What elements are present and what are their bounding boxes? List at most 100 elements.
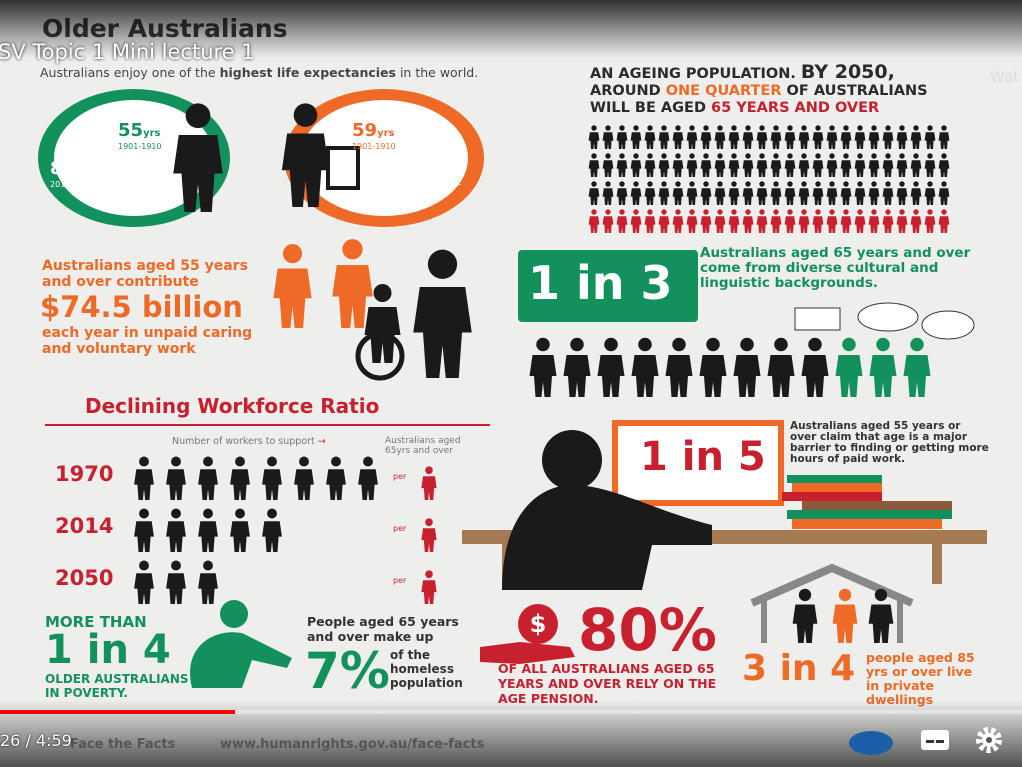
text: Number of workers to support (172, 436, 315, 447)
person-icon (672, 153, 684, 177)
subtitle-text: Australians enjoy one of the (40, 65, 220, 80)
pension-hand: $ (480, 604, 575, 664)
person-icon (686, 125, 698, 149)
age: 55 (118, 120, 144, 141)
settings-button[interactable] (976, 727, 1002, 753)
person-icon (896, 153, 908, 177)
person-icon (770, 209, 782, 233)
unit: yrs (75, 166, 93, 177)
watch-later[interactable]: Wat (990, 68, 1019, 86)
person-icon (826, 181, 838, 205)
person-icon (840, 181, 852, 205)
dwellings-text: people aged 85 yrs or over live in priva… (866, 650, 975, 707)
person-icon (868, 181, 880, 205)
person-icon (938, 125, 950, 149)
person-icon (798, 125, 810, 149)
person-icon (728, 125, 740, 149)
person-icon (728, 181, 740, 205)
person-icon (784, 153, 796, 177)
person-icon (602, 153, 614, 177)
person-icon (756, 153, 768, 177)
footer-campaign: Face the Facts (70, 737, 176, 752)
person-icon (597, 337, 625, 397)
person-icon (826, 153, 838, 177)
life-age: 55yrs (118, 120, 160, 141)
progress-track[interactable] (0, 710, 1022, 714)
life-ellipses (38, 89, 484, 227)
person-icon (563, 337, 591, 397)
person-icon (854, 153, 866, 177)
caring-intro: Australians aged 55 years and over contr… (42, 258, 248, 290)
person-icon (602, 125, 614, 149)
person-icon (658, 125, 670, 149)
person-icon (686, 209, 698, 233)
person-icon (672, 181, 684, 205)
person-icon (421, 570, 437, 604)
time-display: 26 / 4:59 (0, 731, 72, 750)
person-icon (714, 209, 726, 233)
person-icon (840, 125, 852, 149)
person-icon (421, 518, 437, 552)
text: AROUND (590, 83, 666, 99)
person-icon (910, 125, 922, 149)
person-icon (588, 125, 600, 149)
work-illustration (462, 420, 987, 590)
subtitles-button[interactable] (920, 728, 950, 752)
person-icon (602, 209, 614, 233)
unit: yrs (143, 128, 161, 139)
unit: yrs (377, 128, 395, 139)
person-icon (700, 209, 712, 233)
person-icon (910, 153, 922, 177)
person-icon (699, 337, 727, 397)
workforce-legend: Number of workers to support → (172, 436, 326, 447)
person-icon (854, 209, 866, 233)
person-icon (700, 125, 712, 149)
life-period: 1901-1910 (118, 142, 162, 151)
person-icon (631, 337, 659, 397)
person-icon (665, 337, 693, 397)
life-age: 84yrs (424, 156, 466, 177)
workers-icons (134, 508, 437, 552)
poverty-ratio: 1 in 4 (45, 627, 171, 673)
person-icon (868, 125, 880, 149)
person-icon (924, 153, 936, 177)
person-icon (358, 456, 378, 500)
person-icon (686, 181, 698, 205)
person-icon (658, 181, 670, 205)
person-icon (588, 209, 600, 233)
poverty-pre: MORE THAN (45, 613, 147, 631)
person-icon (602, 181, 614, 205)
text: BY 2050, (800, 61, 895, 83)
person-icon (784, 125, 796, 149)
person-icon (826, 209, 838, 233)
person-icon (134, 560, 154, 604)
rule (45, 424, 490, 426)
video-title[interactable]: SV Topic 1 Mini lecture 1 (0, 40, 255, 64)
person-icon (262, 508, 282, 552)
subtitle-bold: highest life expectancies (219, 65, 396, 80)
person-icon (230, 508, 250, 552)
barrier-text: Australians aged 55 years or over claim … (790, 420, 989, 465)
person-icon (854, 181, 866, 205)
person-icon (166, 456, 186, 500)
person-icon (742, 125, 754, 149)
text: AN AGEING POPULATION. (590, 66, 801, 82)
person-icon (756, 181, 768, 205)
population-figures (588, 125, 950, 233)
person-icon (784, 209, 796, 233)
person-icon (910, 209, 922, 233)
person-icon (938, 209, 950, 233)
person-icon (294, 456, 314, 500)
workers-icons (134, 456, 437, 500)
person-icon (882, 153, 894, 177)
person-icon (868, 209, 880, 233)
top-gradient (0, 0, 1022, 58)
ratio-box (518, 250, 698, 322)
text: OF AUSTRALIANS (781, 83, 928, 99)
poverty-figure (190, 600, 292, 688)
life-period: 2010-2012 (50, 180, 94, 189)
person-icon (756, 209, 768, 233)
text: 65 YEARS AND OVER (711, 100, 880, 116)
barrier-ratio: 1 in 5 (640, 434, 766, 480)
person-icon (742, 181, 754, 205)
